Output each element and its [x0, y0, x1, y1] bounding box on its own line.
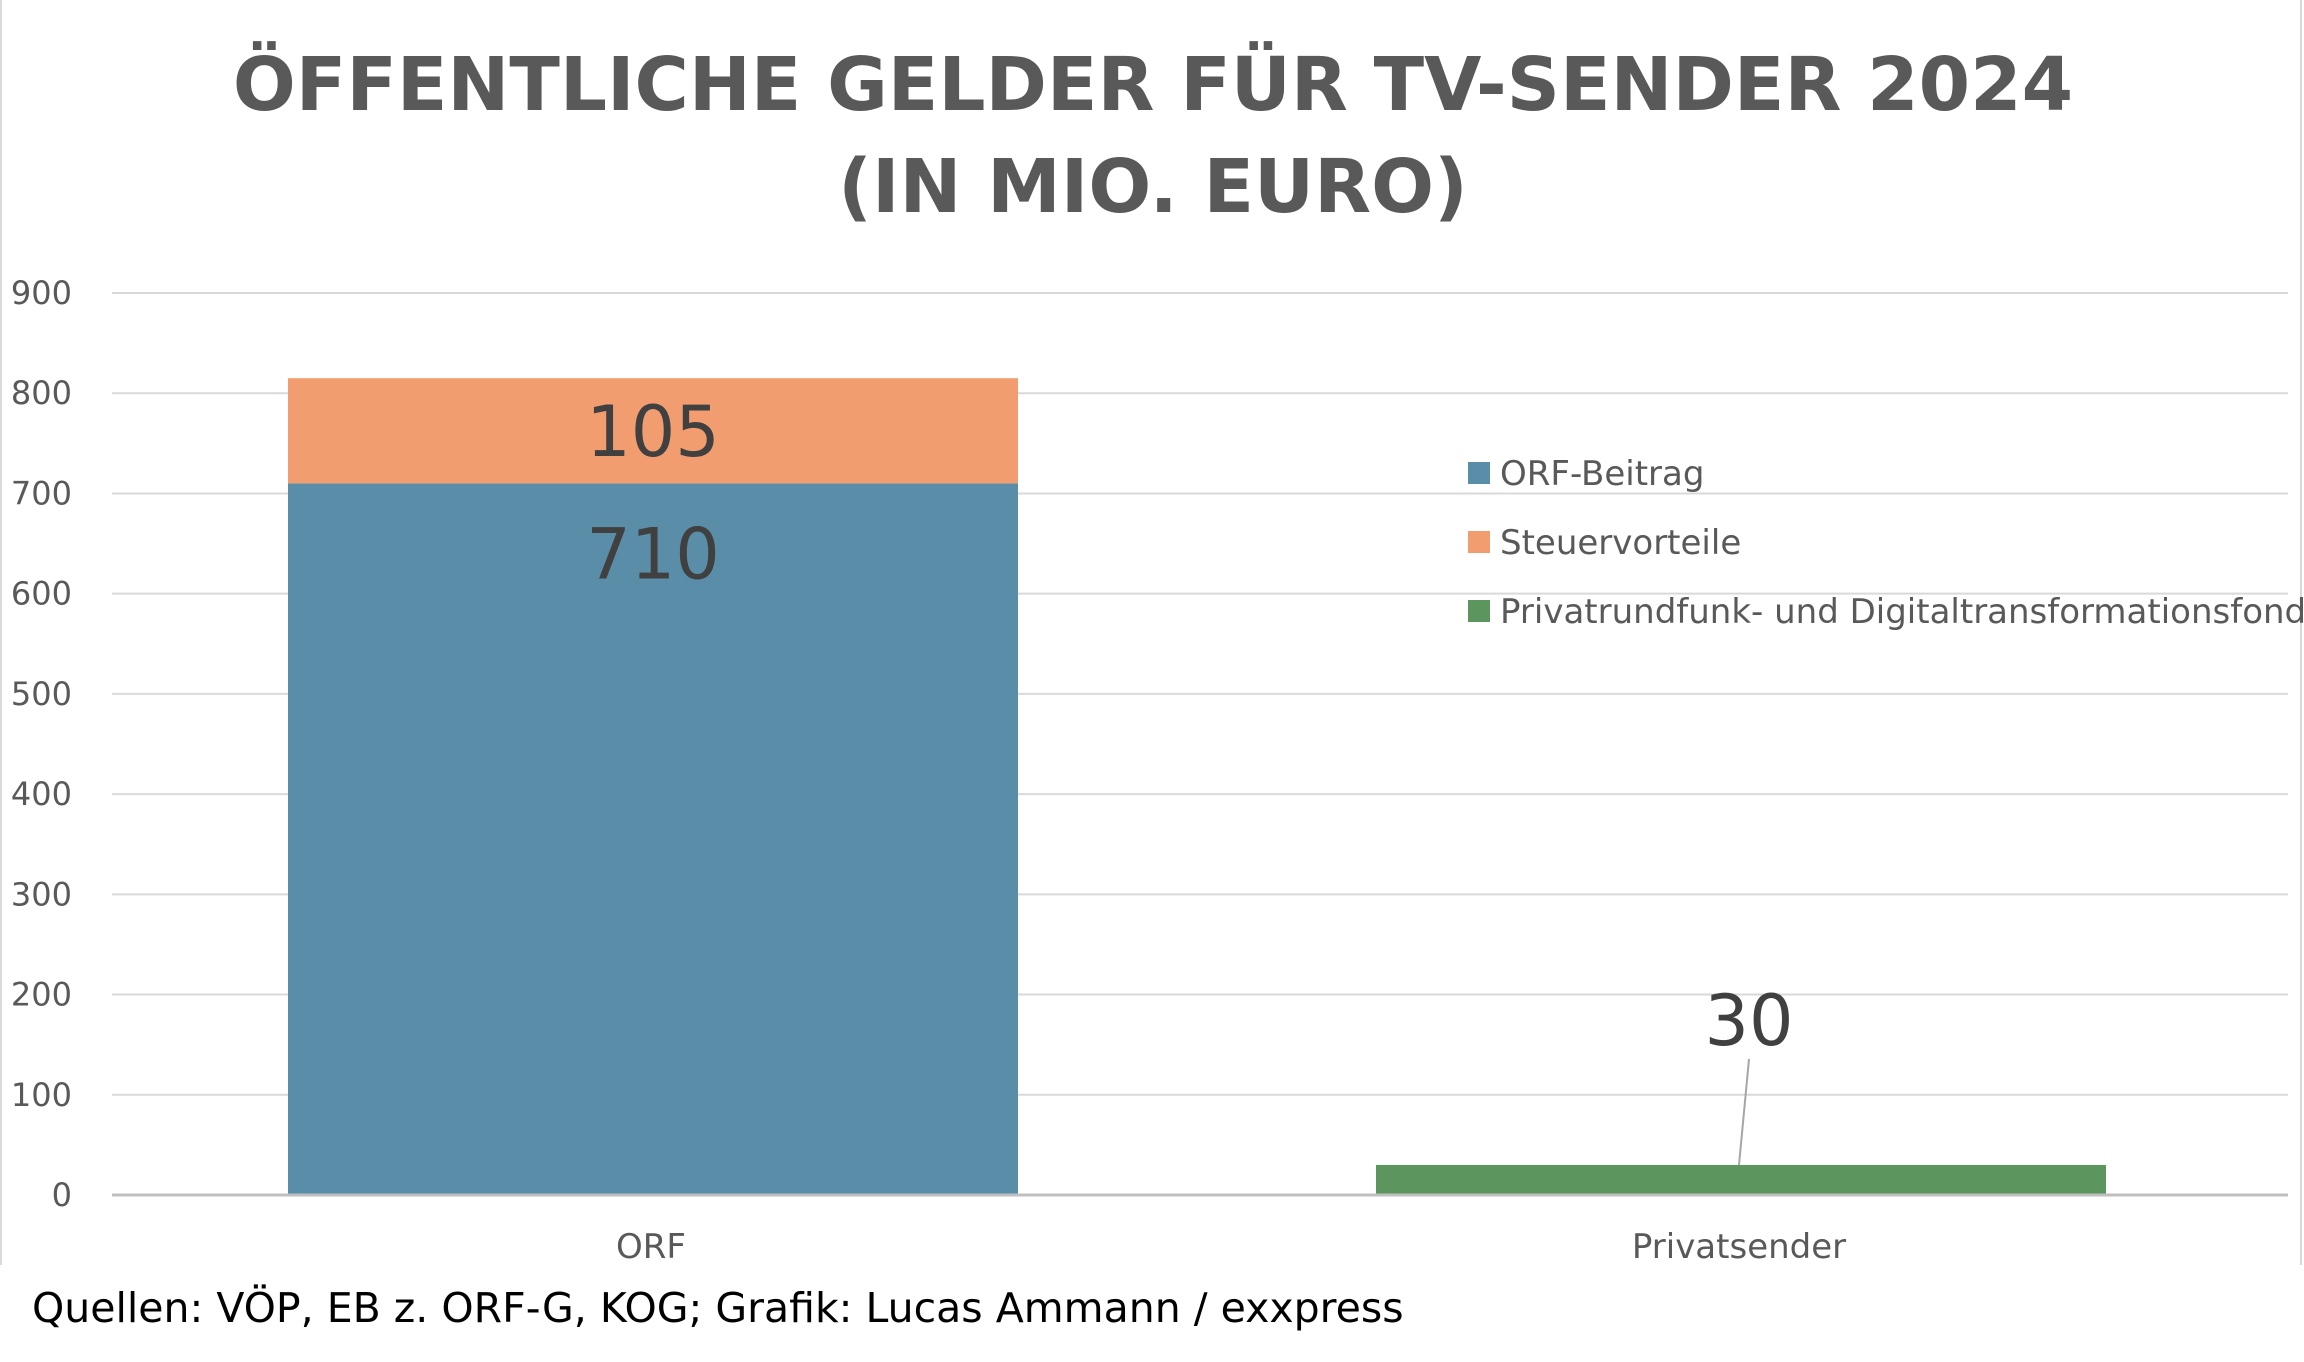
chart-frame: ÖFFENTLICHE GELDER FÜR TV-SENDER 2024 (I… — [0, 0, 2304, 1265]
y-tick-label-500: 500 — [11, 675, 72, 713]
y-tick-label-600: 600 — [11, 575, 72, 613]
x-category-label-orf: ORF — [616, 1227, 686, 1265]
legend-swatch-privatrundfunk-und-digitaltransformationsfonds — [1468, 600, 1490, 622]
y-tick-label-900: 900 — [11, 274, 72, 312]
bar-orf-orf-beitrag — [288, 483, 1018, 1195]
y-tick-label-200: 200 — [11, 976, 72, 1014]
source-credit: Quellen: VÖP, EB z. ORF-G, KOG; Grafik: … — [32, 1284, 1404, 1332]
data-labels: 710 105 30 — [586, 391, 1794, 1166]
data-label-orf-orf-beitrag: 710 — [586, 513, 720, 595]
data-label-privatsender-privatrundfunk-und-digitaltransformationsfonds: 30 — [1704, 980, 1793, 1062]
y-tick-label-100: 100 — [11, 1076, 72, 1114]
bar-orf-steuervorteile — [288, 378, 1018, 484]
y-tick-label-800: 800 — [11, 374, 72, 412]
legend: ORF-Beitrag Steuervorteile Privatrundfunk-… — [1468, 454, 2304, 632]
chart-title-line-2: (IN MIO. EURO) — [838, 144, 1468, 230]
y-axis-tick-labels: 0 100 200 300 400 500 600 700 800 900 — [11, 274, 72, 1214]
bar-privatsender-privatrundfunk-und-digitaltransformationsfonds — [1376, 1164, 2106, 1195]
x-axis-category-labels: ORF Privatsender — [616, 1227, 1846, 1265]
y-tick-label-400: 400 — [11, 775, 72, 813]
legend-swatch-steuervorteile — [1468, 531, 1490, 553]
y-tick-label-700: 700 — [11, 474, 72, 512]
bars — [288, 378, 2106, 1195]
y-tick-label-0: 0 — [52, 1176, 72, 1214]
chart-title-line-1: ÖFFENTLICHE GELDER FÜR TV-SENDER 2024 — [233, 40, 2073, 128]
legend-label-orf-beitrag: ORF-Beitrag — [1500, 454, 1704, 494]
legend-swatch-orf-beitrag — [1468, 462, 1490, 484]
chart: ÖFFENTLICHE GELDER FÜR TV-SENDER 2024 (I… — [11, 40, 2304, 1265]
legend-label-steuervorteile: Steuervorteile — [1500, 523, 1741, 563]
legend-label-privatrundfunk-und-digitaltransformationsfonds: Privatrundfunk- und Digitaltransformatio… — [1500, 592, 2304, 632]
leader-line-privatsender-privatrundfunk-und-digitaltransformationsfonds — [1738, 1058, 1750, 1166]
y-tick-label-300: 300 — [11, 875, 72, 913]
x-category-label-privatsender: Privatsender — [1632, 1227, 1846, 1265]
data-label-orf-steuervorteile: 105 — [586, 391, 720, 473]
